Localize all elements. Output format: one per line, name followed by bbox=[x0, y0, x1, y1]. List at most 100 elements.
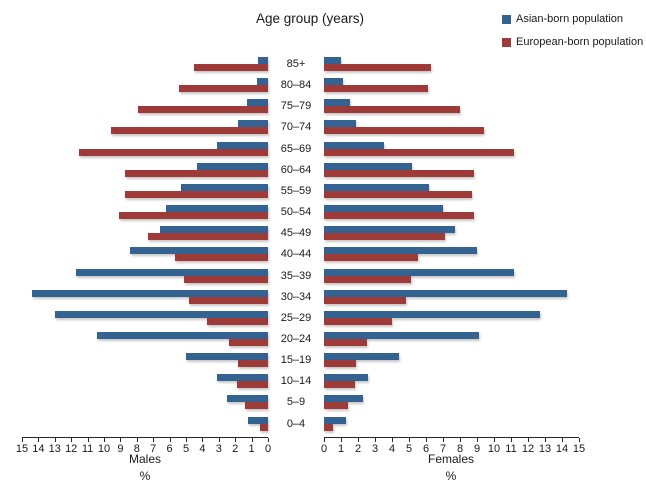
age-group-label-0–4: 0–4 bbox=[286, 417, 306, 430]
males-axis-tick bbox=[235, 438, 237, 442]
bar-males-asian-60–64 bbox=[197, 162, 268, 170]
bar-males-european-60–64 bbox=[125, 169, 268, 177]
bar-females-european-0–4 bbox=[324, 423, 333, 431]
legend-label-european: European-born population bbox=[516, 36, 644, 48]
females-axis-tick-label: 9 bbox=[473, 443, 481, 455]
females-axis-tick-label: 14 bbox=[555, 443, 569, 455]
bar-females-european-15–19 bbox=[324, 360, 357, 368]
females-axis-tick-label: 15 bbox=[572, 443, 586, 455]
males-axis-tick-label: 5 bbox=[182, 443, 190, 455]
males-percent-label: % bbox=[139, 469, 151, 483]
bar-females-european-30–34 bbox=[324, 296, 406, 304]
females-axis-tick bbox=[528, 438, 529, 442]
age-group-label-80–84: 80–84 bbox=[280, 79, 312, 92]
bar-females-european-75–79 bbox=[324, 106, 460, 114]
bar-females-european-20–24 bbox=[324, 338, 367, 346]
bar-males-european-30–34 bbox=[189, 296, 268, 304]
bar-males-asian-30–34 bbox=[31, 289, 268, 297]
bar-females-european-70–74 bbox=[324, 127, 484, 135]
bar-males-european-5–9 bbox=[245, 402, 268, 410]
females-axis-tick-label: 7 bbox=[439, 443, 447, 455]
females-axis-tick-label: 1 bbox=[337, 443, 345, 455]
age-group-label-85+: 85+ bbox=[286, 58, 306, 70]
age-group-label-5–9: 5–9 bbox=[286, 396, 306, 409]
bar-females-european-85+ bbox=[324, 64, 432, 71]
bar-females-european-40–44 bbox=[324, 254, 418, 262]
bar-females-asian-75–79 bbox=[324, 99, 350, 107]
males-axis-tick-label: 14 bbox=[32, 443, 45, 455]
males-x-axis bbox=[22, 437, 268, 438]
bar-males-asian-70–74 bbox=[238, 120, 268, 128]
bar-females-asian-20–24 bbox=[324, 331, 479, 339]
age-group-label-40–44: 40–44 bbox=[280, 248, 312, 261]
bar-males-asian-15–19 bbox=[186, 353, 268, 361]
age-group-label-30–34: 30–34 bbox=[280, 290, 312, 303]
european-legend-swatch-icon bbox=[502, 37, 511, 47]
bar-females-european-10–14 bbox=[324, 381, 355, 389]
bar-males-asian-45–49 bbox=[159, 226, 268, 234]
bar-males-asian-55–59 bbox=[181, 183, 268, 191]
bar-females-european-55–59 bbox=[324, 190, 472, 198]
females-axis-tick bbox=[579, 438, 580, 442]
bar-females-asian-25–29 bbox=[324, 310, 540, 318]
age-group-label-15–19: 15–19 bbox=[280, 354, 312, 367]
females-axis-tick bbox=[426, 438, 427, 442]
age-group-label-45–49: 45–49 bbox=[280, 227, 312, 240]
females-axis-tick-label: 11 bbox=[505, 443, 517, 455]
age-group-label-55–59: 55–59 bbox=[280, 184, 312, 197]
females-axis-tick bbox=[341, 438, 342, 442]
females-axis-tick bbox=[324, 438, 325, 442]
bar-males-european-35–39 bbox=[184, 275, 268, 283]
males-axis-tick bbox=[120, 438, 122, 442]
males-axis-tick bbox=[54, 438, 56, 442]
bar-females-asian-35–39 bbox=[324, 268, 515, 276]
females-axis-tick-label: 6 bbox=[422, 443, 430, 455]
bar-males-european-55–59 bbox=[125, 190, 268, 198]
bar-females-european-80–84 bbox=[324, 85, 428, 93]
bar-females-european-50–54 bbox=[324, 212, 474, 220]
bar-males-asian-80–84 bbox=[256, 78, 268, 86]
bar-females-european-35–39 bbox=[324, 275, 411, 283]
males-axis-tick-label: 3 bbox=[215, 443, 222, 455]
bar-males-european-75–79 bbox=[138, 106, 268, 114]
bar-males-asian-10–14 bbox=[217, 374, 268, 382]
males-axis-tick bbox=[22, 438, 23, 442]
females-axis-tick bbox=[562, 438, 563, 442]
age-group-label-20–24: 20–24 bbox=[280, 332, 312, 345]
age-group-label-75–79: 75–79 bbox=[280, 100, 312, 113]
females-axis-tick bbox=[392, 438, 393, 442]
bar-females-european-25–29 bbox=[324, 317, 392, 325]
males-axis-tick bbox=[268, 438, 269, 442]
females-axis-tick-label: 10 bbox=[487, 443, 501, 455]
bar-males-european-65–69 bbox=[79, 148, 268, 156]
bar-males-asian-5–9 bbox=[227, 395, 268, 403]
bar-males-asian-35–39 bbox=[76, 268, 268, 276]
males-axis-label: Males bbox=[128, 452, 161, 466]
bar-males-european-10–14 bbox=[236, 381, 268, 389]
bar-females-asian-45–49 bbox=[324, 226, 455, 234]
bar-females-european-60–64 bbox=[324, 169, 474, 177]
males-axis-tick bbox=[104, 438, 105, 442]
males-axis-tick-label: 4 bbox=[199, 443, 206, 455]
bar-females-european-5–9 bbox=[324, 402, 348, 410]
bar-females-asian-80–84 bbox=[324, 78, 343, 86]
females-axis-tick bbox=[375, 438, 376, 442]
females-axis-tick bbox=[545, 438, 546, 442]
males-axis-tick-label: 2 bbox=[232, 443, 239, 455]
bar-males-asian-85+ bbox=[258, 57, 268, 64]
males-axis-tick-label: 13 bbox=[48, 443, 61, 455]
bar-males-european-40–44 bbox=[174, 254, 268, 262]
bar-males-asian-50–54 bbox=[166, 205, 268, 213]
males-axis-tick bbox=[71, 438, 73, 442]
females-axis-tick-label: 12 bbox=[521, 443, 535, 455]
bar-males-asian-75–79 bbox=[246, 99, 268, 107]
bar-males-european-20–24 bbox=[228, 338, 268, 346]
males-axis-tick-label: 11 bbox=[81, 443, 94, 455]
females-axis-tick bbox=[460, 438, 461, 442]
males-axis-tick bbox=[202, 438, 204, 442]
age-group-label-65–69: 65–69 bbox=[280, 142, 312, 155]
females-axis-tick-label: 5 bbox=[405, 443, 413, 455]
females-axis-tick-label: 0 bbox=[320, 443, 328, 455]
bar-females-asian-10–14 bbox=[324, 374, 369, 382]
